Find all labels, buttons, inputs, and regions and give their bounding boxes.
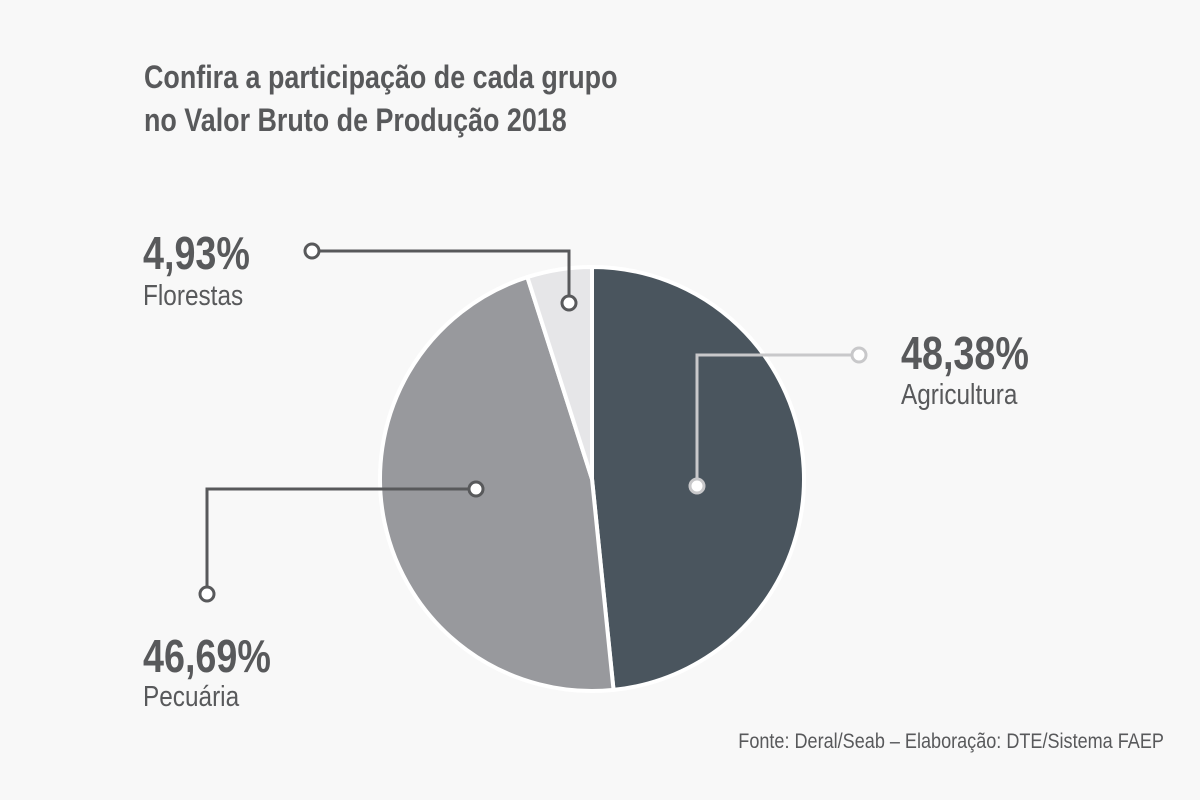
pecuaria-percent: 46,69% <box>143 630 271 682</box>
chart-title-line-2: no Valor Bruto de Produção 2018 <box>144 102 567 138</box>
florestas-leader-outer-dot <box>303 242 321 260</box>
leader-lines <box>198 242 868 603</box>
pecuaria-leader-outer-dot <box>198 585 216 603</box>
agricultura-percent: 48,38% <box>901 327 1029 379</box>
chart-title-line-1: Confira a participação de cada grupo <box>144 59 618 95</box>
chart-title: Confira a participação de cada grupo no … <box>144 56 617 142</box>
pecuaria-label: Pecuária <box>143 681 240 713</box>
pie-slices <box>378 265 806 693</box>
florestas-leader-inner-dot <box>560 294 578 312</box>
florestas-percent: 4,93% <box>143 227 250 279</box>
florestas-leader-line <box>312 249 571 303</box>
slice-pecuaria <box>378 275 616 693</box>
agricultura-label: Agricultura <box>901 379 1018 411</box>
agricultura-leader-outer-dot <box>850 346 868 364</box>
pecuaria-leader-inner-dot <box>467 480 485 498</box>
pecuaria-leader-line <box>205 487 476 594</box>
slice-florestas <box>525 265 594 481</box>
agricultura-leader-inner-dot <box>688 477 706 495</box>
agricultura-leader-line <box>695 353 859 486</box>
source-note: Fonte: Deral/Seab – Elaboração: DTE/Sist… <box>738 730 1164 753</box>
florestas-label: Florestas <box>143 280 244 312</box>
